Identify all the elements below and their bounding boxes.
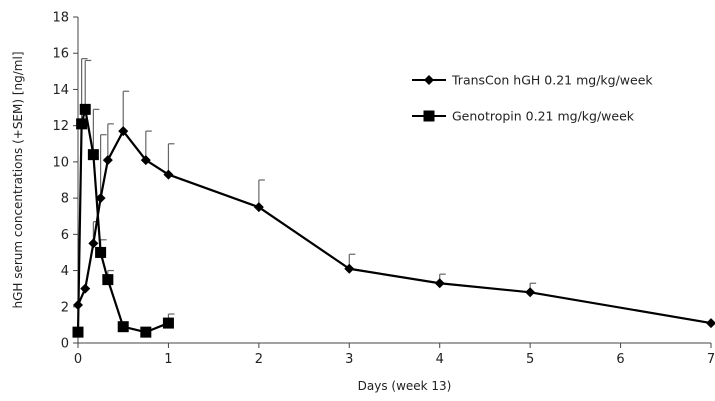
y-tick-label: 2	[61, 300, 69, 315]
series-line	[76, 108, 169, 334]
legend-item-transcon: TransCon hGH 0.21 mg/kg/week	[412, 73, 653, 88]
y-tick-label: 18	[52, 11, 69, 26]
data-point-square	[95, 246, 107, 258]
legend-item-genotropin: Genotropin 0.21 mg/kg/week	[412, 109, 635, 124]
legend-label-genotropin: Genotropin 0.21 mg/kg/week	[452, 109, 635, 124]
data-point-diamond	[434, 278, 445, 289]
x-tick-label: 7	[707, 352, 715, 367]
data-point-diamond	[163, 169, 174, 180]
x-tick-label: 3	[345, 352, 353, 367]
series-line	[76, 130, 712, 325]
x-tick-label: 2	[255, 352, 263, 367]
data-point-square	[102, 274, 114, 286]
data-point-square	[79, 103, 91, 115]
data-point-diamond	[102, 155, 113, 166]
legend: TransCon hGH 0.21 mg/kg/week Genotropin …	[412, 73, 653, 124]
data-point-square	[140, 326, 152, 338]
data-point-diamond	[80, 283, 91, 294]
y-ticks: 0 2 4 6 8 10 12 14 16 18	[52, 11, 78, 352]
y-tick-label: 16	[52, 47, 69, 62]
x-ticks: 0 1 2 3 4 5 6 7	[74, 343, 715, 367]
data-point-square	[72, 326, 84, 338]
x-axis-title: Days (week 13)	[358, 379, 452, 393]
data-point-diamond	[253, 202, 264, 213]
y-tick-label: 10	[52, 155, 69, 170]
data-point-diamond	[118, 126, 129, 137]
data-point-diamond	[88, 238, 99, 249]
x-tick-label: 5	[526, 352, 534, 367]
data-point-diamond	[344, 263, 355, 274]
data-point-diamond	[706, 318, 715, 329]
legend-marker-diamond	[424, 75, 434, 85]
x-tick-label: 4	[436, 352, 444, 367]
x-tick-label: 1	[164, 352, 172, 367]
legend-label-transcon: TransCon hGH 0.21 mg/kg/week	[451, 73, 653, 88]
data-point-square	[76, 118, 88, 130]
legend-marker-square	[423, 110, 435, 122]
y-axis-title: hGH serum concentrations (+SEM) [ng/ml]	[11, 51, 25, 308]
y-tick-label: 6	[61, 228, 69, 243]
y-tick-label: 14	[52, 83, 69, 98]
x-tick-label: 0	[74, 352, 82, 367]
series-genotropin	[72, 58, 175, 338]
data-point-square	[162, 317, 174, 329]
data-point-square	[87, 149, 99, 161]
y-tick-label: 4	[61, 264, 69, 279]
y-tick-label: 0	[61, 337, 69, 352]
data-point-square	[117, 321, 129, 333]
y-tick-label: 8	[61, 192, 69, 207]
series-transcon	[73, 90, 715, 329]
x-tick-label: 6	[616, 352, 624, 367]
data-point-diamond	[525, 287, 536, 298]
y-tick-label: 12	[52, 119, 69, 134]
series-layer	[72, 58, 715, 338]
data-point-diamond	[140, 155, 151, 166]
data-point-diamond	[95, 193, 106, 204]
